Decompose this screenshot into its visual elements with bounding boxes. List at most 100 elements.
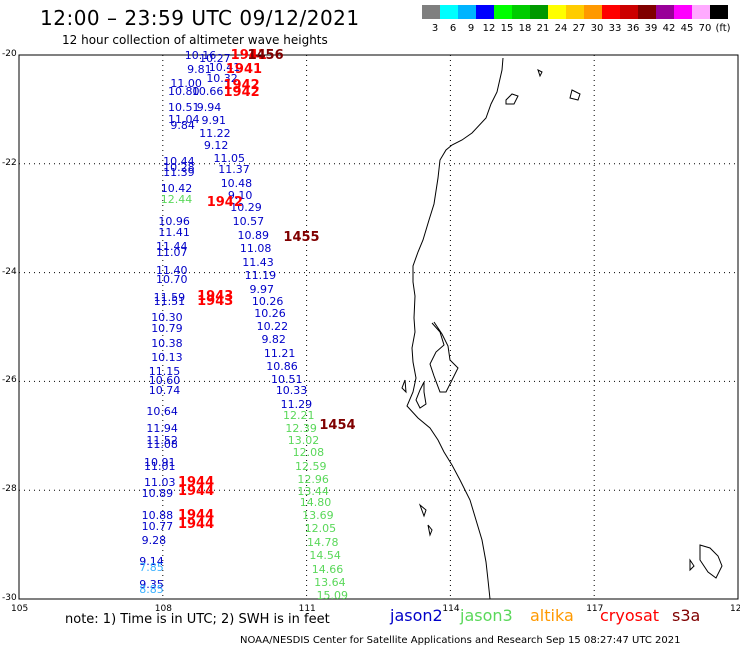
wave-height-value: 12.08 bbox=[292, 446, 325, 460]
legend-s3a: s3a bbox=[672, 606, 701, 625]
wave-height-value: 13.69 bbox=[302, 508, 334, 522]
wave-height-value: 15.09 bbox=[316, 588, 349, 602]
color-scale-label: 3 bbox=[431, 23, 439, 34]
wave-height-value: 11.59 bbox=[153, 291, 186, 305]
wave-height-value: 9.81 bbox=[187, 62, 212, 76]
color-scale-label: 39 bbox=[644, 23, 658, 34]
wave-height-value: 11.07 bbox=[155, 245, 188, 259]
lat-tick-label: -30 bbox=[2, 593, 17, 603]
wave-height-value: 7.85 bbox=[139, 561, 164, 575]
wave-height-value: 10.88 bbox=[141, 508, 174, 522]
coastline bbox=[401, 57, 723, 600]
wave-height-value: 10.22 bbox=[256, 319, 289, 333]
pass-time-label: 1944 bbox=[177, 516, 215, 532]
pass-time-label: 1944 bbox=[177, 475, 215, 491]
color-swatch bbox=[440, 5, 458, 19]
wave-height-value: 11.08 bbox=[239, 242, 272, 256]
lat-lon-grid bbox=[19, 55, 738, 599]
lat-tick-label: -26 bbox=[2, 375, 17, 386]
wave-height-value: 11.15 bbox=[148, 364, 181, 378]
wave-height-value: 11.43 bbox=[242, 255, 274, 269]
lon-tick-label: 120 bbox=[730, 604, 740, 614]
color-scale-label: 15 bbox=[500, 23, 514, 34]
legend-jason3: jason3 bbox=[460, 606, 513, 625]
pass-time-label: 1941 bbox=[230, 48, 267, 63]
wave-height-value: 12.39 bbox=[285, 421, 317, 435]
color-swatch bbox=[512, 5, 530, 19]
pass-time-label: 1941 bbox=[225, 61, 263, 77]
wave-height-value: 9.82 bbox=[261, 332, 286, 346]
lon-tick-label: 111 bbox=[298, 604, 316, 614]
color-scale-label: 70 bbox=[698, 23, 712, 34]
color-scale-label: (ft) bbox=[715, 23, 731, 34]
color-swatch bbox=[656, 5, 674, 19]
wave-height-value: 11.19 bbox=[244, 269, 277, 283]
color-scale-label: 36 bbox=[626, 23, 640, 34]
pass-time-label: 1943 bbox=[197, 288, 234, 304]
wave-height-value: 9.94 bbox=[196, 100, 222, 114]
wave-height-value: 11.44 bbox=[155, 240, 188, 254]
wave-height-value: 11.37 bbox=[218, 163, 250, 177]
wave-height-value: 9.97 bbox=[249, 282, 274, 296]
wave-height-value: 11.21 bbox=[263, 347, 296, 361]
wave-height-value: 9.35 bbox=[139, 577, 164, 591]
pass-time-label: 1944 bbox=[177, 507, 215, 523]
wave-height-value: 10.80 bbox=[167, 84, 200, 98]
wave-height-value: 11.94 bbox=[146, 421, 178, 435]
wave-height-value: 9.28 bbox=[141, 534, 167, 548]
wave-height-value: 10.60 bbox=[148, 373, 181, 387]
wave-height-value: 10.51 bbox=[167, 100, 200, 114]
wave-height-value: 14.54 bbox=[309, 549, 341, 563]
wave-height-value: 10.33 bbox=[275, 383, 308, 397]
wave-height-value: 10.32 bbox=[206, 71, 238, 85]
lon-tick-label: 114 bbox=[442, 604, 460, 614]
color-swatch bbox=[422, 5, 440, 19]
wave-height-value: 10.26 bbox=[251, 294, 284, 308]
wave-height-value: 13.02 bbox=[287, 434, 320, 448]
wave-height-value: 10.64 bbox=[146, 405, 178, 419]
wave-height-value: 10.38 bbox=[151, 337, 183, 351]
pass-time-label: 1942 bbox=[223, 77, 260, 93]
wave-height-value: 10.28 bbox=[163, 160, 195, 174]
wave-height-value: 10.13 bbox=[151, 350, 183, 364]
wave-height-value: 14.80 bbox=[299, 496, 332, 510]
wave-height-value: 11.00 bbox=[170, 77, 202, 91]
wave-height-value: 12.44 bbox=[160, 193, 193, 207]
wave-height-value: 10.86 bbox=[266, 360, 298, 374]
wave-height-value: 14.78 bbox=[306, 535, 339, 549]
color-swatch bbox=[710, 5, 728, 19]
wave-height-value: 9.12 bbox=[203, 138, 229, 152]
pass-time-label: 1943 bbox=[197, 293, 234, 309]
wave-height-value: 8.85 bbox=[139, 583, 164, 597]
color-swatch bbox=[548, 5, 566, 19]
color-swatch bbox=[602, 5, 620, 19]
pass-time-label: 1456 bbox=[247, 48, 284, 63]
wave-height-value: 10.66 bbox=[191, 84, 224, 98]
wave-height-value: 11.41 bbox=[158, 225, 190, 239]
wave-height-value: 10.79 bbox=[151, 322, 183, 336]
color-scale-label: 33 bbox=[608, 23, 622, 34]
lon-tick-label: 105 bbox=[11, 604, 29, 614]
wave-height-value: 10.27 bbox=[199, 51, 231, 65]
wave-height-value: 14.66 bbox=[311, 563, 344, 577]
wave-height-value: 13.64 bbox=[314, 575, 346, 589]
wave-height-value: 10.16 bbox=[184, 49, 217, 62]
color-scale-label: 21 bbox=[536, 23, 550, 34]
wave-height-value: 9.91 bbox=[201, 114, 227, 128]
wave-height-value: 12.96 bbox=[297, 473, 329, 487]
legend-altika: altika bbox=[530, 606, 574, 625]
color-swatch bbox=[674, 5, 692, 19]
wave-height-value: 11.51 bbox=[153, 294, 186, 308]
wave-height-value: 11.22 bbox=[199, 126, 231, 140]
wave-height-value: 10.57 bbox=[232, 214, 265, 228]
color-scale-label: 6 bbox=[449, 23, 457, 34]
wave-height-value: 13.44 bbox=[297, 485, 329, 499]
wave-height-value: 10.74 bbox=[148, 383, 181, 397]
wave-height-value: 10.70 bbox=[155, 273, 188, 287]
footer-note: note: 1) Time is in UTC; 2) SWH is in fe… bbox=[65, 612, 330, 627]
map-frame bbox=[18, 54, 739, 600]
wave-height-value: 11.04 bbox=[167, 112, 200, 126]
wave-height-value: 11.05 bbox=[213, 152, 246, 166]
wave-height-value: 10.48 bbox=[220, 176, 253, 190]
